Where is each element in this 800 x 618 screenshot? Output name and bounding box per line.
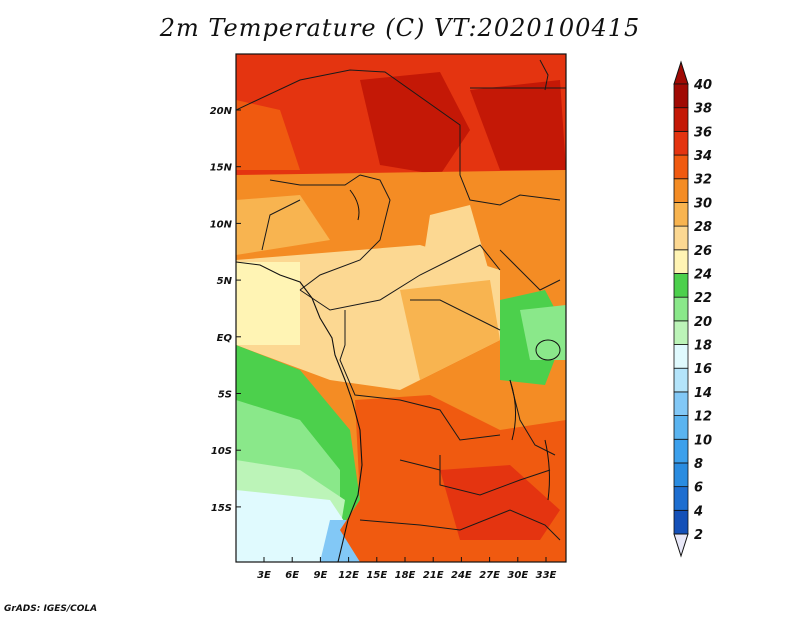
colorbar-label: 18 bbox=[694, 339, 712, 354]
latitude-axis: 20N 15N 10N 5N EQ 5S 10S 15S bbox=[210, 106, 241, 514]
colorbar-label: 16 bbox=[694, 362, 712, 377]
lon-tick-label: 15E bbox=[366, 570, 387, 581]
lon-tick-label: 21E bbox=[423, 570, 444, 581]
colorbar-segment bbox=[673, 225, 689, 251]
colorbar-segment bbox=[673, 83, 689, 109]
zambia-hot-core bbox=[440, 465, 560, 540]
country-borders bbox=[236, 59, 566, 541]
lat-tick-label: 5N bbox=[217, 276, 233, 287]
gulf-guinea-cool bbox=[236, 262, 300, 345]
colorbar-label: 4 bbox=[693, 504, 703, 519]
colorbar-segment bbox=[673, 296, 689, 322]
map-frame bbox=[235, 53, 567, 563]
colorbar-label: 10 bbox=[694, 433, 712, 448]
warm-patch-mali bbox=[236, 100, 300, 170]
lon-tick-label: 18E bbox=[395, 570, 416, 581]
hot-core-chad bbox=[360, 72, 470, 175]
colorbar-segment bbox=[673, 273, 689, 298]
colorbar-label: 26 bbox=[694, 244, 712, 259]
lat-tick-label: EQ bbox=[217, 333, 233, 344]
lon-tick-label: 9E bbox=[314, 570, 328, 581]
colorbar-segment bbox=[673, 107, 689, 132]
colorbar-segment bbox=[673, 320, 689, 345]
colorbar-segment bbox=[673, 202, 689, 227]
map-title: 2m Temperature (C) VT:2020100415 bbox=[159, 14, 641, 42]
colorbar-label: 30 bbox=[694, 196, 712, 211]
colorbar-segment bbox=[673, 509, 689, 535]
colorbar-label: 38 bbox=[694, 102, 712, 117]
colorbar-label: 12 bbox=[694, 410, 712, 425]
lat-tick-label: 10N bbox=[210, 219, 233, 230]
colorbar-segment bbox=[673, 438, 689, 464]
colorbar-label: 2 bbox=[694, 528, 703, 543]
colorbar-label: 32 bbox=[694, 173, 712, 188]
coastline bbox=[236, 261, 363, 562]
colorbar-over-arrow bbox=[673, 60, 689, 85]
colorbar-segment bbox=[673, 344, 689, 369]
colorbar-label: 28 bbox=[694, 220, 712, 235]
colorbar-segment bbox=[673, 486, 689, 511]
colorbar-segment bbox=[673, 462, 689, 488]
colorbar-label: 24 bbox=[694, 267, 712, 282]
lat-tick-label: 5S bbox=[218, 390, 232, 401]
hot-core-sudan bbox=[470, 80, 566, 170]
lat-tick-label: 15S bbox=[211, 503, 232, 514]
lat-tick-label: 10S bbox=[211, 446, 232, 457]
colorbar-segment bbox=[673, 249, 689, 274]
software-credit: GrADS: IGES/COLA bbox=[4, 604, 98, 614]
colorbar-segment bbox=[673, 178, 689, 203]
lat-tick-label: 20N bbox=[210, 106, 233, 117]
lon-tick-label: 27E bbox=[479, 570, 500, 581]
lon-tick-label: 30E bbox=[507, 570, 528, 581]
colorbar-label: 36 bbox=[694, 125, 712, 140]
lon-tick-label: 6E bbox=[285, 570, 299, 581]
colorbar-label: 14 bbox=[694, 386, 712, 401]
colorbar-segment bbox=[673, 391, 689, 416]
colorbar-label: 22 bbox=[694, 291, 712, 306]
congo-basin bbox=[400, 280, 500, 380]
colorbar-segment bbox=[673, 367, 689, 393]
colorbar-label: 6 bbox=[694, 481, 703, 496]
colorbar-label: 20 bbox=[694, 315, 712, 330]
lon-tick-label: 12E bbox=[338, 570, 359, 581]
lon-tick-label: 3E bbox=[257, 570, 271, 581]
colorbar-under-arrow bbox=[673, 533, 689, 558]
colorbar-segment bbox=[673, 415, 689, 440]
kenya-highlands bbox=[520, 305, 566, 360]
colorbar-label: 34 bbox=[694, 149, 712, 164]
lon-tick-label: 33E bbox=[536, 570, 557, 581]
colorbar-segment bbox=[673, 154, 689, 180]
lon-tick-label: 24E bbox=[451, 570, 472, 581]
warm-patch-nigeria bbox=[236, 195, 330, 255]
temperature-map bbox=[236, 54, 566, 562]
lakes bbox=[349, 189, 561, 501]
lat-tick-label: 15N bbox=[210, 163, 233, 174]
longitude-axis: 3E 6E 9E 12E 15E 18E 21E 24E 27E 30E 33E bbox=[257, 557, 557, 581]
colorbar-label: 8 bbox=[694, 457, 703, 472]
colorbar-label: 40 bbox=[693, 78, 712, 93]
colorbar-segment bbox=[673, 130, 689, 156]
